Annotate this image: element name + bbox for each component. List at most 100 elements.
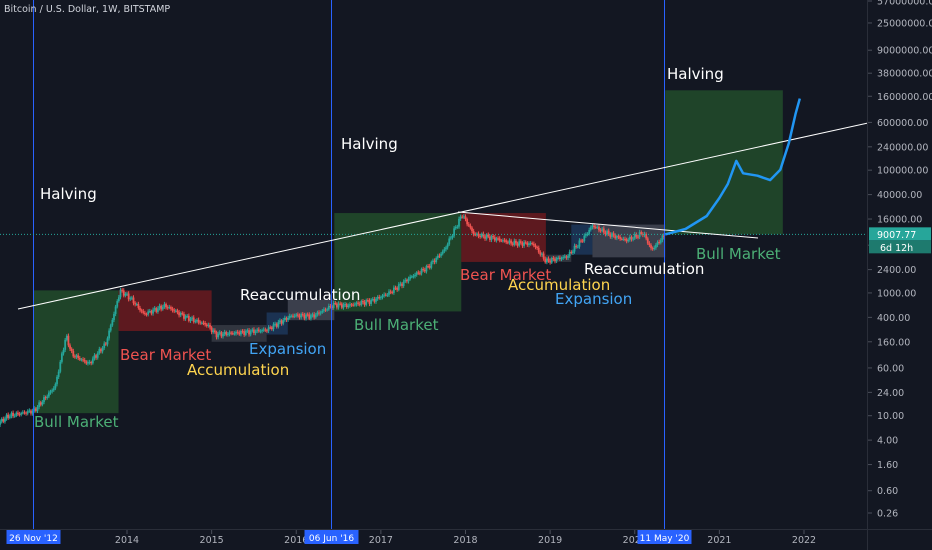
candle-body (526, 242, 529, 246)
candle-body (96, 353, 99, 358)
x-tick-label: 2017 (369, 535, 393, 546)
candle-body (659, 240, 662, 243)
candle-body (475, 233, 478, 235)
phase-label-reaccum: Reaccumulation (240, 286, 360, 304)
candle-body (244, 330, 247, 335)
candle-body (259, 331, 262, 333)
candle-body (4, 418, 6, 422)
candle-body (313, 314, 316, 318)
candle-body (108, 330, 110, 339)
x-axis[interactable]: 2014 2015 2016 2017 2018 2019 2020 2021 2022 26 N… (6, 530, 817, 546)
candle-body (319, 312, 322, 314)
candle-body (549, 260, 552, 263)
candle-body (510, 240, 512, 244)
candle-body (13, 415, 16, 417)
candle-body (160, 305, 163, 310)
candle-body (267, 327, 270, 331)
phase-label-bear: Bear Market (460, 266, 551, 284)
candle-body (534, 245, 537, 248)
candle-body (127, 293, 130, 300)
candle-body (477, 233, 480, 236)
candle-body (632, 238, 635, 240)
x-tick-label: 2019 (538, 535, 562, 546)
candle-body (321, 310, 324, 313)
candle-body (453, 228, 456, 236)
candle-body (415, 272, 418, 275)
candle-body (357, 302, 359, 304)
candle-body (624, 238, 626, 240)
y-tick-label: 4.00 (877, 436, 898, 447)
candle-body (256, 329, 259, 332)
candle-body (542, 253, 545, 259)
candle-body (25, 412, 28, 414)
current-price-tag (869, 227, 931, 241)
candle-body (83, 359, 86, 362)
candle-body (368, 300, 371, 304)
candle-body (5, 414, 8, 419)
candle-body (243, 331, 246, 335)
candle-body (166, 307, 169, 309)
candle-body (62, 349, 65, 354)
candle-body (436, 255, 439, 258)
y-axis[interactable]: 57000000.00 25000000.00 9000000.00 3800000.… (868, 0, 932, 520)
candle-body (625, 239, 628, 242)
candle-body (266, 330, 268, 332)
candle-body (427, 266, 429, 268)
candle-body (130, 297, 133, 299)
candle-body (67, 335, 70, 346)
phase-box-bull (33, 290, 119, 414)
candle-body (545, 258, 548, 263)
candle-body (500, 240, 503, 242)
candle-body (412, 276, 415, 278)
candle-body (218, 332, 221, 334)
candle-body (262, 329, 265, 331)
candle-body (391, 292, 394, 294)
candle-body (550, 258, 553, 263)
candle-body (658, 241, 661, 243)
candle-body (353, 304, 356, 306)
candle-body (472, 231, 475, 235)
candle-body (139, 307, 141, 311)
x-tick-label: 2016 (284, 535, 308, 546)
candle-body (516, 243, 519, 246)
candle-body (599, 230, 602, 232)
candle-body (602, 228, 605, 233)
candle-body (373, 299, 376, 302)
candle-body (194, 321, 197, 323)
candle-body (23, 412, 26, 414)
candle-body (199, 322, 202, 324)
candle-body (329, 305, 332, 307)
candle-body (523, 242, 525, 246)
phase-box-bear (118, 290, 212, 331)
candle-body (305, 314, 307, 319)
candle-body (651, 248, 654, 250)
candle-body (300, 314, 303, 318)
candle-body (604, 232, 607, 235)
y-tick-label: 16000.00 (877, 215, 922, 226)
candle-body (82, 359, 84, 361)
candle-body (33, 408, 36, 411)
candle-body (231, 333, 234, 335)
candle-body (461, 216, 464, 218)
y-tick-label: 2400.00 (877, 265, 916, 276)
candle-body (275, 323, 278, 327)
candle-body (601, 228, 604, 231)
y-tick-label: 100000.00 (877, 166, 928, 177)
candle-body (589, 227, 592, 230)
candle-body (147, 311, 150, 315)
candle-body (519, 241, 522, 243)
candle-body (619, 236, 622, 239)
candle-body (454, 227, 457, 229)
candle-body (323, 309, 325, 311)
candle-body (331, 306, 333, 308)
candle-body (157, 308, 159, 312)
candle-body (161, 306, 164, 310)
candle-body (140, 310, 143, 312)
candle-body (401, 283, 403, 286)
candle-body (113, 313, 115, 320)
candle-body (292, 315, 294, 317)
candles (0, 214, 665, 427)
candle-body (213, 330, 216, 332)
candle-body (585, 234, 587, 236)
